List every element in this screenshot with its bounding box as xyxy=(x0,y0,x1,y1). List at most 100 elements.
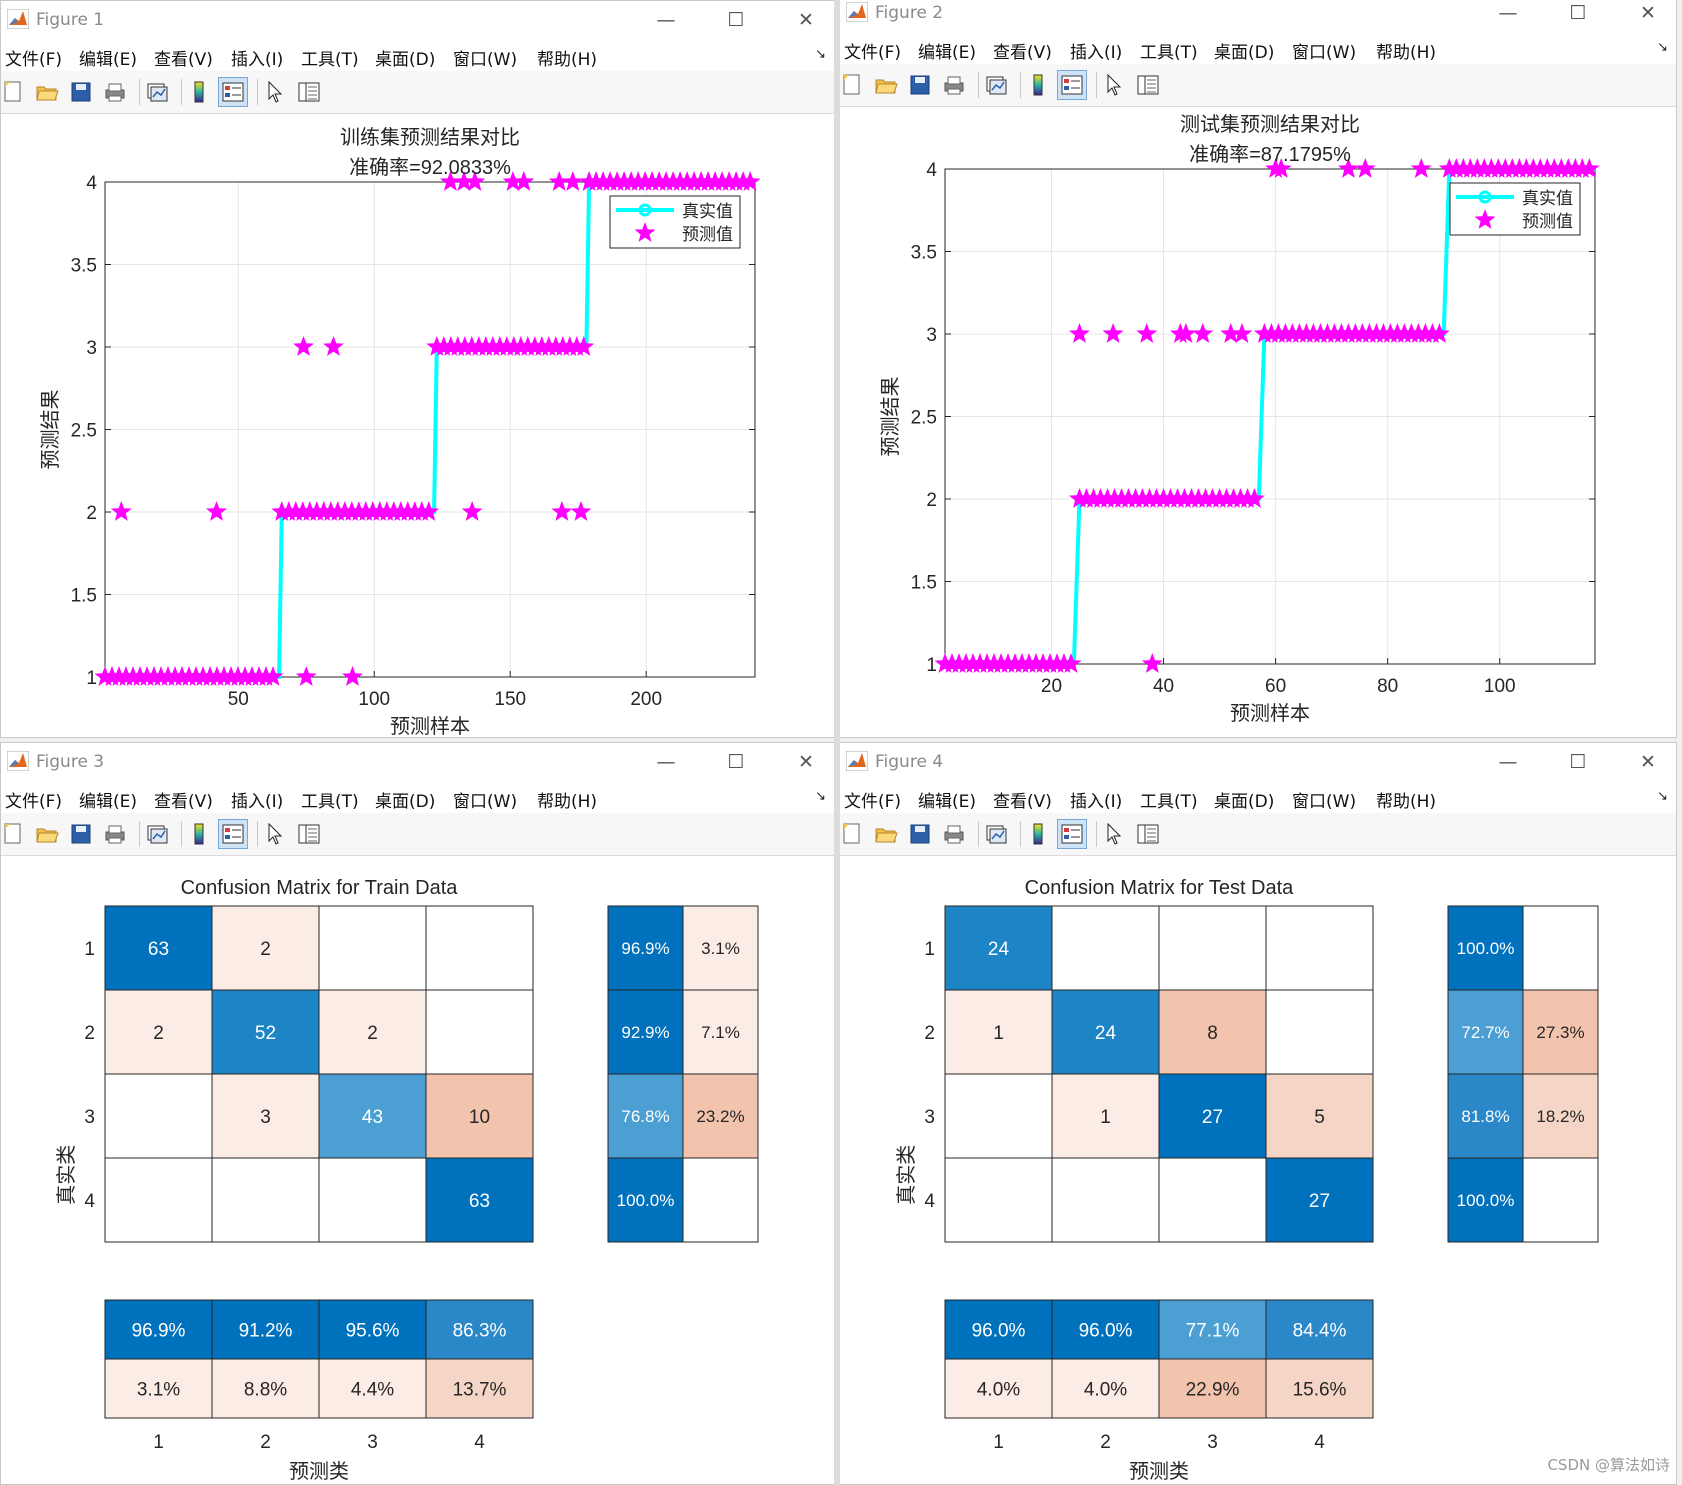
colorbar-button[interactable] xyxy=(1026,822,1050,846)
predicted-marker xyxy=(262,666,284,686)
menu-item-4[interactable]: 工具(T) xyxy=(301,50,359,70)
legend-button[interactable] xyxy=(1057,819,1087,849)
link-plot-button[interactable] xyxy=(145,822,169,846)
menu-item-3[interactable]: 插入(I) xyxy=(1070,792,1123,812)
property-inspector-button[interactable] xyxy=(297,822,321,846)
window-minimize-button[interactable]: — xyxy=(656,9,676,31)
save-icon xyxy=(910,75,930,95)
menu-item-4[interactable]: 工具(T) xyxy=(301,792,359,812)
legend-button[interactable] xyxy=(218,77,248,107)
row-summary-value: 96.9% xyxy=(621,939,669,958)
new-figure-button[interactable] xyxy=(1,80,25,104)
window-close-button[interactable]: ✕ xyxy=(798,9,814,31)
edit-plot-button[interactable] xyxy=(1102,822,1126,846)
open-file-button[interactable] xyxy=(35,822,59,846)
menu-item-6[interactable]: 窗口(W) xyxy=(1292,792,1357,812)
save-button[interactable] xyxy=(69,822,93,846)
print-button[interactable] xyxy=(103,80,127,104)
edit-plot-button[interactable] xyxy=(1102,73,1126,97)
print-button[interactable] xyxy=(942,822,966,846)
window-maximize-button[interactable]: ☐ xyxy=(1569,751,1587,773)
menu-item-5[interactable]: 桌面(D) xyxy=(1214,792,1275,812)
menu-item-7[interactable]: 帮助(H) xyxy=(537,50,598,70)
confusion-cell: 2 xyxy=(211,905,320,991)
window-minimize-button[interactable]: — xyxy=(1498,2,1518,24)
plot-axes-frame xyxy=(104,181,756,678)
menu-item-0[interactable]: 文件(F) xyxy=(844,792,902,812)
window-maximize-button[interactable]: ☐ xyxy=(727,751,745,773)
edit-plot-button[interactable] xyxy=(263,822,287,846)
menu-item-1[interactable]: 编辑(E) xyxy=(918,43,977,63)
property-inspector-button[interactable] xyxy=(1136,73,1160,97)
window-maximize-button[interactable]: ☐ xyxy=(1569,2,1587,24)
property-inspector-button[interactable] xyxy=(297,80,321,104)
dock-arrow-icon[interactable]: ↘ xyxy=(1657,40,1668,55)
menu-item-3[interactable]: 插入(I) xyxy=(1070,43,1123,63)
menu-item-6[interactable]: 窗口(W) xyxy=(453,792,518,812)
dock-arrow-icon[interactable]: ↘ xyxy=(815,789,826,804)
edit-plot-cursor xyxy=(1107,822,1122,845)
menu-item-0[interactable]: 文件(F) xyxy=(5,792,63,812)
open-file-button[interactable] xyxy=(874,822,898,846)
menu-item-2[interactable]: 查看(V) xyxy=(993,792,1052,812)
colorbar-button[interactable] xyxy=(187,822,211,846)
menu-item-7[interactable]: 帮助(H) xyxy=(1376,792,1437,812)
print-button[interactable] xyxy=(103,822,127,846)
menu-item-4[interactable]: 工具(T) xyxy=(1140,43,1198,63)
link-plot-button[interactable] xyxy=(984,73,1008,97)
dock-arrow-icon[interactable]: ↘ xyxy=(1657,789,1668,804)
window-minimize-button[interactable]: — xyxy=(1498,751,1518,773)
property-inspector-button[interactable] xyxy=(1136,822,1160,846)
link-plot-button[interactable] xyxy=(145,80,169,104)
row-summary-cell xyxy=(607,989,684,1075)
save-button[interactable] xyxy=(69,80,93,104)
confusion-cell-value: 27 xyxy=(1309,1191,1330,1212)
menu-item-2[interactable]: 查看(V) xyxy=(154,792,213,812)
edit-plot-button[interactable] xyxy=(263,80,287,104)
menu-item-2[interactable]: 查看(V) xyxy=(154,50,213,70)
menu-item-6[interactable]: 窗口(W) xyxy=(1292,43,1357,63)
menu-item-2[interactable]: 查看(V) xyxy=(993,43,1052,63)
window-minimize-button[interactable]: — xyxy=(656,751,676,773)
menu-item-5[interactable]: 桌面(D) xyxy=(1214,43,1275,63)
menu-item-7[interactable]: 帮助(H) xyxy=(537,792,598,812)
menu-item-0[interactable]: 文件(F) xyxy=(5,50,63,70)
menu-item-6[interactable]: 窗口(W) xyxy=(453,50,518,70)
menu-item-0[interactable]: 文件(F) xyxy=(844,43,902,63)
new-figure-button[interactable] xyxy=(840,73,864,97)
window-close-button[interactable]: ✕ xyxy=(798,751,814,773)
row-summary-value: 100.0% xyxy=(617,1191,675,1210)
x-tick-label: 100 xyxy=(1484,676,1516,697)
row-label: 4 xyxy=(924,1191,935,1212)
legend-box xyxy=(1061,75,1083,95)
y-tick-label: 4 xyxy=(86,173,97,194)
open-file-button[interactable] xyxy=(35,80,59,104)
menu-item-5[interactable]: 桌面(D) xyxy=(375,792,436,812)
link-plot-button[interactable] xyxy=(984,822,1008,846)
menu-item-3[interactable]: 插入(I) xyxy=(231,50,284,70)
menu-item-1[interactable]: 编辑(E) xyxy=(79,50,138,70)
save-icon xyxy=(910,824,930,844)
save-button[interactable] xyxy=(908,73,932,97)
property-panel xyxy=(298,824,320,844)
new-figure-button[interactable] xyxy=(840,822,864,846)
save-button[interactable] xyxy=(908,822,932,846)
menu-item-5[interactable]: 桌面(D) xyxy=(375,50,436,70)
colorbar-button[interactable] xyxy=(187,80,211,104)
menu-item-1[interactable]: 编辑(E) xyxy=(918,792,977,812)
window-close-button[interactable]: ✕ xyxy=(1640,751,1656,773)
menu-item-3[interactable]: 插入(I) xyxy=(231,792,284,812)
window-close-button[interactable]: ✕ xyxy=(1640,2,1656,24)
colorbar-button[interactable] xyxy=(1026,73,1050,97)
legend-button[interactable] xyxy=(218,819,248,849)
window-maximize-button[interactable]: ☐ xyxy=(727,9,745,31)
menu-item-1[interactable]: 编辑(E) xyxy=(79,792,138,812)
legend-button[interactable] xyxy=(1057,70,1087,100)
open-file-button[interactable] xyxy=(874,73,898,97)
new-figure-button[interactable] xyxy=(1,822,25,846)
menu-item-4[interactable]: 工具(T) xyxy=(1140,792,1198,812)
print-button[interactable] xyxy=(942,73,966,97)
menu-item-7[interactable]: 帮助(H) xyxy=(1376,43,1437,63)
dock-arrow-icon[interactable]: ↘ xyxy=(815,47,826,62)
